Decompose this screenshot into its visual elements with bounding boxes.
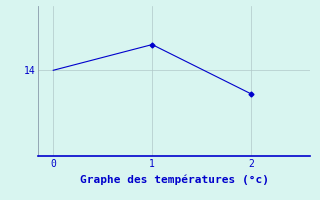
X-axis label: Graphe des températures (°c): Graphe des températures (°c) [80, 174, 269, 185]
